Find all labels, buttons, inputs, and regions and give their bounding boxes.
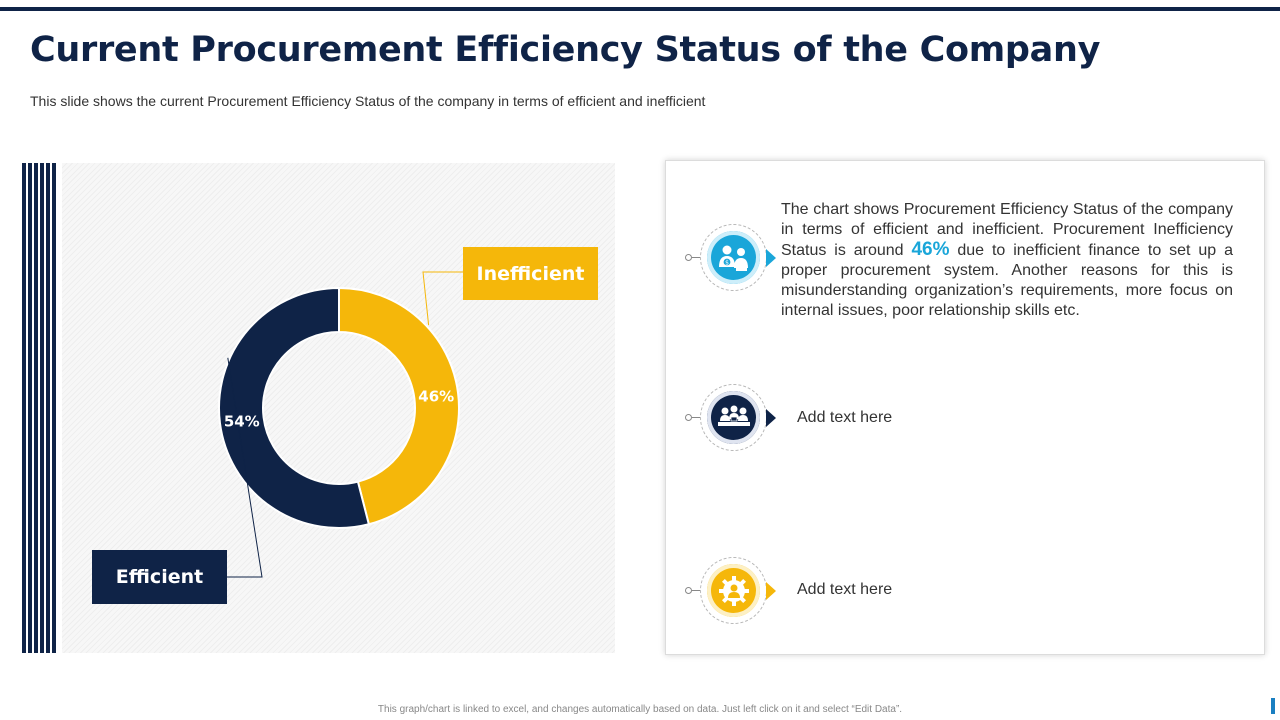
- corner-accent: [1271, 698, 1275, 714]
- info-item-3-icon-group: [685, 557, 776, 627]
- page-title: Current Procurement Efficiency Status of…: [30, 30, 1101, 70]
- finance-team-icon: $: [707, 231, 760, 284]
- connector-line: [692, 417, 700, 418]
- decorative-stripes: [22, 163, 56, 653]
- connector-line: [692, 590, 700, 591]
- svg-text:$: $: [725, 259, 729, 266]
- donut-slice-inefficient[interactable]: [338, 286, 460, 526]
- data-label-inefficient: 46%: [418, 388, 454, 406]
- leader-line-efficient: [227, 357, 263, 578]
- data-label-efficient: 54%: [224, 412, 260, 430]
- pointer-arrow-icon: [766, 409, 776, 427]
- highlight-percentage: 46%: [911, 239, 950, 260]
- top-rule: [0, 7, 1280, 11]
- callout-label-inefficient: Inefficient: [463, 247, 598, 300]
- pointer-arrow-icon: [766, 582, 776, 600]
- info-item-1-text: The chart shows Procurement Efficiency S…: [781, 200, 1233, 321]
- footer-note: This graph/chart is linked to excel, and…: [377, 704, 903, 715]
- callout-label-efficient: Efficient: [92, 550, 227, 604]
- info-item-2-icon-group: [685, 384, 776, 454]
- donut-slice-efficient[interactable]: [218, 286, 371, 529]
- page-subtitle: This slide shows the current Procurement…: [30, 93, 706, 109]
- info-text-part-2: due to inefficient finance to set up a p…: [781, 242, 1233, 319]
- connector-dot: [685, 414, 692, 421]
- info-item-3-text[interactable]: Add text here: [797, 581, 893, 598]
- leader-line-inefficient: [422, 271, 463, 326]
- gear-person-icon: [707, 564, 760, 617]
- meeting-icon: [707, 391, 760, 444]
- pointer-arrow-icon: [766, 249, 776, 267]
- info-text-part-1: The chart shows Procurement Efficiency S…: [781, 201, 1233, 259]
- connector-dot: [685, 254, 692, 261]
- info-item-1-icon-group: $: [685, 224, 776, 294]
- info-item-2-text[interactable]: Add text here: [797, 409, 893, 426]
- connector-line: [692, 257, 700, 258]
- connector-dot: [685, 587, 692, 594]
